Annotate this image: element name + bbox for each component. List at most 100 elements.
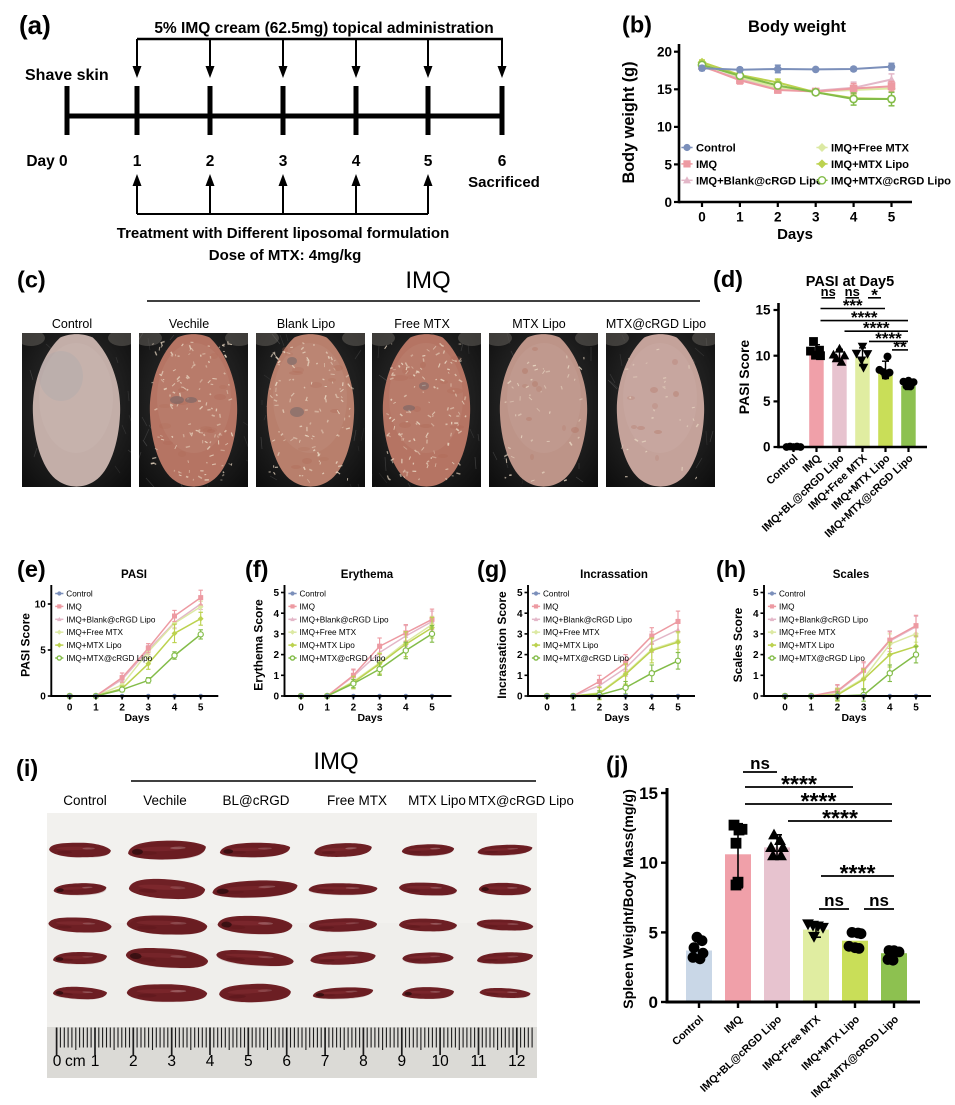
svg-text:5: 5 [888, 210, 896, 225]
svg-text:MTX Lipo: MTX Lipo [512, 317, 566, 331]
svg-text:ns: ns [821, 284, 836, 299]
svg-text:1: 1 [273, 671, 279, 682]
svg-text:1: 1 [736, 210, 744, 225]
svg-text:Scales Score: Scales Score [731, 607, 745, 682]
svg-text:IMQ+Free MTX: IMQ+Free MTX [66, 628, 123, 637]
svg-text:4: 4 [172, 703, 178, 714]
svg-text:4: 4 [273, 609, 279, 620]
svg-text:3: 3 [623, 703, 629, 714]
svg-text:10: 10 [755, 348, 770, 363]
svg-text:(i): (i) [16, 755, 38, 781]
svg-text:1: 1 [808, 703, 814, 714]
svg-text:Day 0: Day 0 [26, 153, 67, 170]
svg-text:(a): (a) [19, 10, 51, 40]
svg-text:Days: Days [777, 226, 813, 243]
svg-text:2: 2 [119, 703, 125, 714]
svg-text:5: 5 [273, 588, 279, 599]
svg-text:2: 2 [351, 703, 357, 714]
svg-text:4: 4 [850, 210, 858, 225]
svg-text:IMQ: IMQ [66, 602, 81, 611]
svg-text:IMQ: IMQ [313, 748, 358, 775]
svg-text:IMQ: IMQ [543, 602, 558, 611]
svg-text:15: 15 [755, 303, 771, 318]
svg-text:8: 8 [359, 1053, 368, 1070]
svg-text:(c): (c) [17, 267, 46, 293]
svg-text:Shave skin: Shave skin [25, 67, 109, 84]
svg-text:5: 5 [244, 1053, 253, 1070]
svg-text:Days: Days [604, 712, 629, 724]
svg-text:ns: ns [750, 754, 770, 773]
svg-text:Days: Days [841, 712, 866, 724]
svg-text:(b): (b) [622, 12, 652, 38]
svg-text:IMQ: IMQ [405, 267, 450, 294]
svg-text:IMQ+Free MTX: IMQ+Free MTX [831, 143, 910, 155]
svg-text:Incrassation: Incrassation [580, 569, 648, 581]
svg-text:0: 0 [649, 993, 658, 1012]
svg-text:0: 0 [273, 692, 279, 703]
svg-text:1: 1 [517, 671, 523, 682]
svg-text:5: 5 [429, 703, 435, 714]
svg-text:IMQ: IMQ [779, 602, 794, 611]
svg-text:(d): (d) [713, 266, 743, 292]
svg-text:Control: Control [63, 793, 107, 808]
svg-text:4: 4 [887, 703, 893, 714]
svg-text:3: 3 [279, 153, 288, 170]
svg-text:PASI: PASI [121, 569, 147, 581]
svg-text:Control: Control [779, 590, 806, 599]
svg-text:3: 3 [812, 210, 820, 225]
svg-text:IMQ: IMQ [722, 1013, 745, 1036]
svg-text:Control: Control [52, 317, 92, 331]
svg-text:Days: Days [357, 712, 382, 724]
svg-text:9: 9 [397, 1053, 406, 1070]
svg-text:3: 3 [273, 630, 279, 641]
svg-text:4: 4 [206, 1053, 215, 1070]
svg-text:*: * [871, 285, 878, 304]
svg-text:Scales: Scales [833, 569, 869, 581]
svg-text:5: 5 [664, 157, 672, 172]
svg-text:IMQ+Blank@cRGD Lipo: IMQ+Blank@cRGD Lipo [543, 615, 633, 624]
svg-text:****: **** [840, 860, 876, 886]
svg-text:****: **** [863, 319, 890, 338]
svg-text:Days: Days [124, 712, 149, 724]
svg-text:2: 2 [517, 650, 523, 661]
svg-text:ns: ns [845, 284, 860, 299]
svg-text:IMQ+MTX Lipo: IMQ+MTX Lipo [831, 159, 909, 171]
svg-text:IMQ+Free MTX: IMQ+Free MTX [779, 628, 836, 637]
svg-text:0: 0 [40, 692, 46, 703]
svg-text:20: 20 [657, 45, 672, 60]
svg-text:IMQ+MTX Lipo: IMQ+MTX Lipo [543, 641, 599, 650]
svg-text:4: 4 [649, 703, 655, 714]
svg-text:10: 10 [657, 120, 672, 135]
svg-text:****: **** [851, 308, 878, 327]
svg-text:Control: Control [66, 590, 93, 599]
svg-text:Erythema Score: Erythema Score [252, 599, 266, 691]
svg-text:IMQ+MTX@cRGD Lipo: IMQ+MTX@cRGD Lipo [66, 654, 152, 663]
svg-text:5: 5 [675, 703, 681, 714]
svg-text:1: 1 [93, 703, 99, 714]
svg-text:3: 3 [377, 703, 383, 714]
svg-text:0: 0 [67, 703, 73, 714]
svg-text:PASI Score: PASI Score [18, 613, 32, 677]
svg-text:PASI at Day5: PASI at Day5 [806, 274, 894, 290]
svg-text:Incrassation Score: Incrassation Score [495, 591, 509, 699]
svg-text:5: 5 [40, 646, 46, 657]
svg-text:****: **** [781, 771, 817, 797]
svg-text:4: 4 [403, 703, 409, 714]
svg-text:1: 1 [570, 703, 576, 714]
svg-text:****: **** [875, 329, 902, 348]
svg-text:3: 3 [146, 703, 152, 714]
svg-text:6: 6 [498, 153, 507, 170]
svg-text:1: 1 [753, 671, 759, 682]
svg-text:****: **** [801, 788, 837, 814]
svg-text:Blank Lipo: Blank Lipo [277, 317, 335, 331]
svg-text:IMQ+Free MTX: IMQ+Free MTX [300, 628, 357, 637]
svg-text:2: 2 [129, 1053, 138, 1070]
svg-text:0: 0 [298, 703, 304, 714]
svg-text:2: 2 [597, 703, 603, 714]
svg-text:Body weight (g): Body weight (g) [620, 61, 638, 183]
svg-text:4: 4 [753, 609, 759, 620]
svg-text:IMQ+Free MTX: IMQ+Free MTX [543, 628, 600, 637]
svg-text:10: 10 [639, 854, 658, 873]
svg-text:6: 6 [282, 1053, 291, 1070]
svg-text:MTX@cRGD Lipo: MTX@cRGD Lipo [468, 793, 574, 808]
